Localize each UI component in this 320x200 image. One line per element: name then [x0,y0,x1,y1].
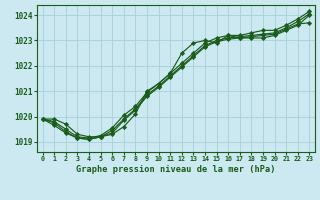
X-axis label: Graphe pression niveau de la mer (hPa): Graphe pression niveau de la mer (hPa) [76,165,276,174]
